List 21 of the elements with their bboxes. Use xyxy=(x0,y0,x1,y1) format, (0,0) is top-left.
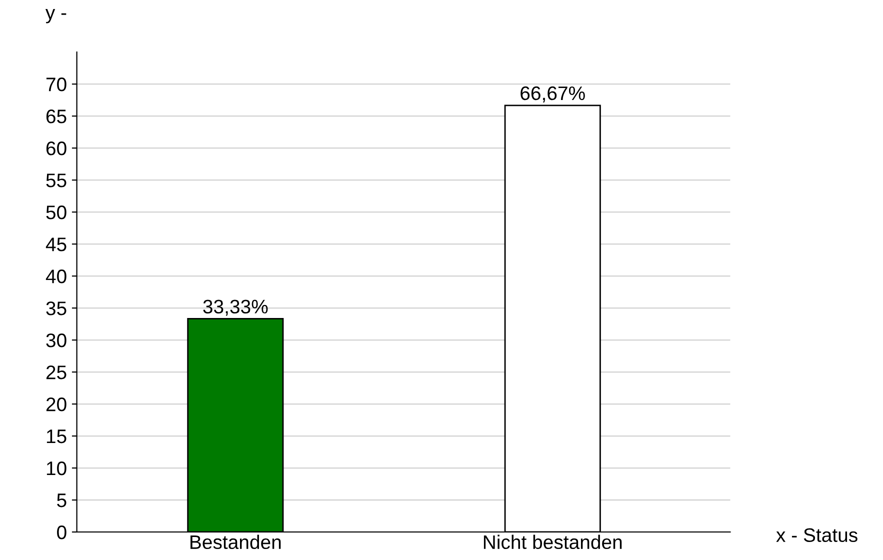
y-tick-label: 35 xyxy=(46,302,66,316)
y-tick-label: 5 xyxy=(57,494,66,508)
y-tick-label: 10 xyxy=(46,461,66,476)
x-tick-label: Nicht bestanden xyxy=(484,534,622,550)
y-tick-label: 70 xyxy=(46,78,66,92)
data-label: 66,67% xyxy=(520,86,585,102)
y-tick-label: 60 xyxy=(46,142,66,156)
y-tick-label: 0 xyxy=(57,525,66,540)
y-tick-label: 55 xyxy=(46,174,66,188)
y-tick-label: 25 xyxy=(46,365,66,380)
y-tick-label: 30 xyxy=(46,334,66,348)
y-tick-label: 65 xyxy=(46,110,66,124)
y-axis-title: y - xyxy=(45,8,66,24)
x-axis-title: x - Status xyxy=(776,528,858,542)
y-tick-label: 40 xyxy=(46,270,66,284)
y-tick-label: 15 xyxy=(46,430,66,444)
data-label: 33,33% xyxy=(203,300,268,316)
y-tick-label: 50 xyxy=(46,206,66,220)
x-tick-label: Bestanden xyxy=(190,534,281,550)
y-tick-label: 20 xyxy=(46,397,66,412)
y-tick-label: 45 xyxy=(46,238,66,252)
